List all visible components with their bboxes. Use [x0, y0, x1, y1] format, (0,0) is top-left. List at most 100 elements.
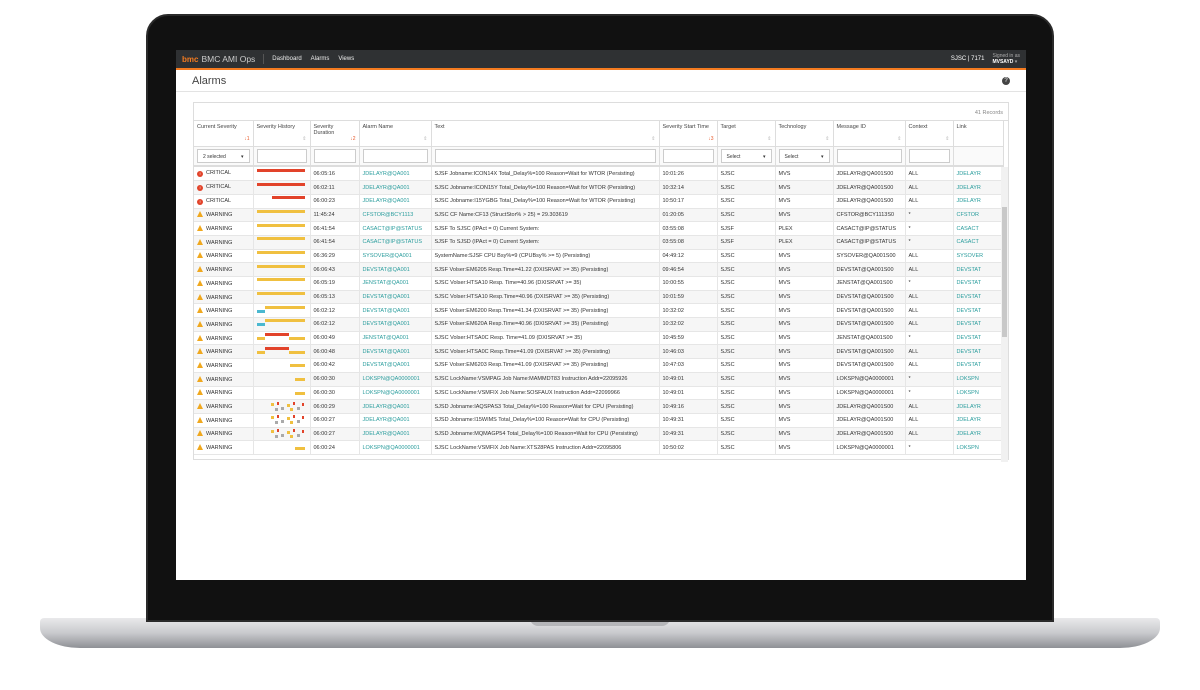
link-cell[interactable]: DEVSTAT: [953, 276, 1004, 291]
sort-icon[interactable]: ⇕: [945, 135, 950, 142]
table-row[interactable]: WARNING 06:02:12 DEVSTAT@QA001 SJSF Volser:…: [194, 303, 1004, 319]
table-row[interactable]: WARNING 06:00:27 JDELAYR@QA001 SJSD Jobname…: [194, 427, 1004, 442]
sort-icon[interactable]: ⇕: [651, 135, 656, 142]
name-filter[interactable]: [362, 148, 428, 163]
column-header[interactable]: Link: [953, 121, 1004, 147]
history-filter[interactable]: [256, 148, 307, 163]
table-row[interactable]: WARNING 06:00:48 DEVSTAT@QA001 SJSC Volser:…: [194, 344, 1004, 360]
alarm-name-link[interactable]: DEVSTAT@QA001: [359, 344, 432, 360]
column-header[interactable]: Severity History ⇕: [253, 121, 311, 147]
table-row[interactable]: WARNING 06:05:19 JENSTAT@QA001 SJSC Volser:…: [194, 276, 1004, 291]
link-cell[interactable]: CFSTOR: [953, 208, 1004, 223]
scroll-thumb[interactable]: [1002, 207, 1007, 337]
alarm-name-link[interactable]: JDELAYR@QA001: [359, 399, 432, 414]
column-header[interactable]: Severity Duration ↓2: [310, 121, 360, 147]
table-row[interactable]: WARNING 06:41:54 CASACT@IP@STATUS SJSF To S…: [194, 221, 1004, 236]
help-icon[interactable]: ?: [1002, 76, 1010, 85]
link-cell[interactable]: JDELAYR: [953, 167, 1004, 182]
table-row[interactable]: ! CRITICAL 06:05:16 JDELAYR@QA001 SJSF Jobna…: [194, 167, 1004, 182]
table-row[interactable]: WARNING 06:06:43 DEVSTAT@QA001 SJSF Volser:…: [194, 262, 1004, 277]
alarm-name-link[interactable]: DEVSTAT@QA001: [359, 303, 432, 319]
severity-filter[interactable]: 2 selected ▾: [197, 148, 250, 163]
link-cell[interactable]: JDELAYR: [953, 427, 1004, 442]
column-header[interactable]: Target ⇕: [717, 121, 776, 147]
link-cell[interactable]: DEVSTAT: [953, 262, 1004, 277]
table-row[interactable]: WARNING 06:00:30 LOKSPN@QA0000001 SJSC Lock…: [194, 386, 1004, 401]
sort-icon[interactable]: ↓3: [708, 135, 714, 142]
alarm-name-link[interactable]: DEVSTAT@QA001: [359, 317, 432, 332]
alarm-name-link[interactable]: DEVSTAT@QA001: [359, 358, 432, 373]
table-row[interactable]: WARNING 06:00:30 LOKSPN@QA0000001 SJSC Lock…: [194, 372, 1004, 387]
link-cell[interactable]: DEVSTAT: [953, 303, 1004, 319]
table-row[interactable]: WARNING 06:00:29 JDELAYR@QA001 SJSD Jobname…: [194, 399, 1004, 414]
column-header[interactable]: Alarm Name ⇕: [359, 121, 432, 147]
sort-icon[interactable]: ⇕: [897, 135, 902, 142]
link-cell[interactable]: CASACT: [953, 221, 1004, 236]
table-row[interactable]: WARNING 06:41:54 CASACT@IP@STATUS SJSF To S…: [194, 235, 1004, 250]
alarm-name-link[interactable]: JDELAYR@QA001: [359, 180, 432, 195]
alarm-name-link[interactable]: JDELAYR@QA001: [359, 427, 432, 442]
alarm-name-link[interactable]: CFSTOR@BCY1113: [359, 208, 432, 223]
table-row[interactable]: WARNING 06:36:29 SYSOVER@QA001 SystemName:S…: [194, 249, 1004, 264]
target-filter[interactable]: Select ▾: [720, 148, 772, 163]
bmc-logo[interactable]: bmc: [182, 54, 199, 64]
alarm-name-link[interactable]: LOKSPN@QA0000001: [359, 386, 432, 401]
sort-icon[interactable]: ↓1: [244, 135, 250, 142]
alarm-name-link[interactable]: SYSOVER@QA001: [359, 249, 432, 264]
alarm-name-link[interactable]: LOKSPN@QA0000001: [359, 372, 432, 387]
alarm-name-link[interactable]: JDELAYR@QA001: [359, 194, 432, 209]
alarm-name-link[interactable]: JDELAYR@QA001: [359, 413, 432, 428]
nav-views[interactable]: Views: [338, 56, 355, 62]
technology-filter[interactable]: Select ▾: [778, 148, 830, 163]
link-cell[interactable]: JDELAYR: [953, 180, 1004, 195]
column-header[interactable]: Message ID ⇕: [833, 121, 906, 147]
sort-icon[interactable]: ⇕: [302, 135, 307, 142]
alarm-name-link[interactable]: DEVSTAT@QA001: [359, 262, 432, 277]
alarm-name-link[interactable]: JENSTAT@QA001: [359, 331, 432, 346]
table-row[interactable]: WARNING 06:05:13 DEVSTAT@QA001 SJSC Volser:…: [194, 290, 1004, 305]
sort-icon[interactable]: ↓2: [350, 135, 356, 142]
table-row[interactable]: WARNING 06:00:49 JENSTAT@QA001 SJSC Volser:…: [194, 331, 1004, 346]
column-header[interactable]: Text ⇕: [431, 121, 660, 147]
text-filter[interactable]: [434, 148, 656, 163]
sort-icon[interactable]: ⇕: [767, 135, 772, 142]
link-cell[interactable]: DEVSTAT: [953, 317, 1004, 332]
table-row[interactable]: ! CRITICAL 06:02:11 JDELAYR@QA001 SJSC Jobna…: [194, 180, 1004, 195]
sort-icon[interactable]: ⇕: [825, 135, 830, 142]
table-row[interactable]: WARNING 06:02:12 DEVSTAT@QA001 SJSF Volser:…: [194, 317, 1004, 332]
table-row[interactable]: WARNING 06:00:24 LOKSPN@QA0000001 SJSC Lock…: [194, 440, 1004, 455]
link-cell[interactable]: SYSOVER: [953, 249, 1004, 264]
column-header[interactable]: Current Severity ↓1: [194, 121, 254, 147]
message-id-filter[interactable]: [836, 148, 902, 163]
link-cell[interactable]: DEVSTAT: [953, 331, 1004, 346]
column-header[interactable]: Context ⇕: [905, 121, 954, 147]
user-menu[interactable]: Signed in as MVSAYD ▾: [992, 53, 1020, 65]
nav-dashboard[interactable]: Dashboard: [272, 56, 302, 62]
table-scrollbar[interactable]: [1001, 167, 1008, 462]
table-row[interactable]: WARNING 11:45:24 CFSTOR@BCY1113 SJSC CF Nam…: [194, 208, 1004, 223]
duration-filter[interactable]: [313, 148, 356, 163]
table-row[interactable]: ! CRITICAL 06:00:23 JDELAYR@QA001 SJSC Jobna…: [194, 194, 1004, 209]
table-row[interactable]: WARNING 06:00:27 JDELAYR@QA001 SJSD Jobname…: [194, 413, 1004, 428]
column-header[interactable]: Severity Start Time ↓3: [659, 121, 718, 147]
alarm-name-link[interactable]: JDELAYR@QA001: [359, 167, 432, 182]
alarm-name-link[interactable]: JENSTAT@QA001: [359, 276, 432, 291]
link-cell[interactable]: LOKSPN: [953, 386, 1004, 401]
link-cell[interactable]: JDELAYR: [953, 399, 1004, 414]
table-row[interactable]: WARNING 06:00:42 DEVSTAT@QA001 SJSF Volser:…: [194, 358, 1004, 373]
alarm-name-link[interactable]: DEVSTAT@QA001: [359, 290, 432, 305]
link-cell[interactable]: CASACT: [953, 235, 1004, 250]
link-cell[interactable]: DEVSTAT: [953, 358, 1004, 373]
link-cell[interactable]: JDELAYR: [953, 413, 1004, 428]
alarm-name-link[interactable]: CASACT@IP@STATUS: [359, 221, 432, 236]
link-cell[interactable]: LOKSPN: [953, 372, 1004, 387]
alarm-name-link[interactable]: LOKSPN@QA0000001: [359, 440, 432, 455]
alarm-name-link[interactable]: CASACT@IP@STATUS: [359, 235, 432, 250]
link-cell[interactable]: DEVSTAT: [953, 344, 1004, 360]
context-filter[interactable]: [908, 148, 950, 163]
start-time-filter[interactable]: [662, 148, 714, 163]
link-cell[interactable]: JDELAYR: [953, 194, 1004, 209]
link-cell[interactable]: LOKSPN: [953, 440, 1004, 455]
column-header[interactable]: Technology ⇕: [775, 121, 834, 147]
sort-icon[interactable]: ⇕: [423, 135, 428, 142]
